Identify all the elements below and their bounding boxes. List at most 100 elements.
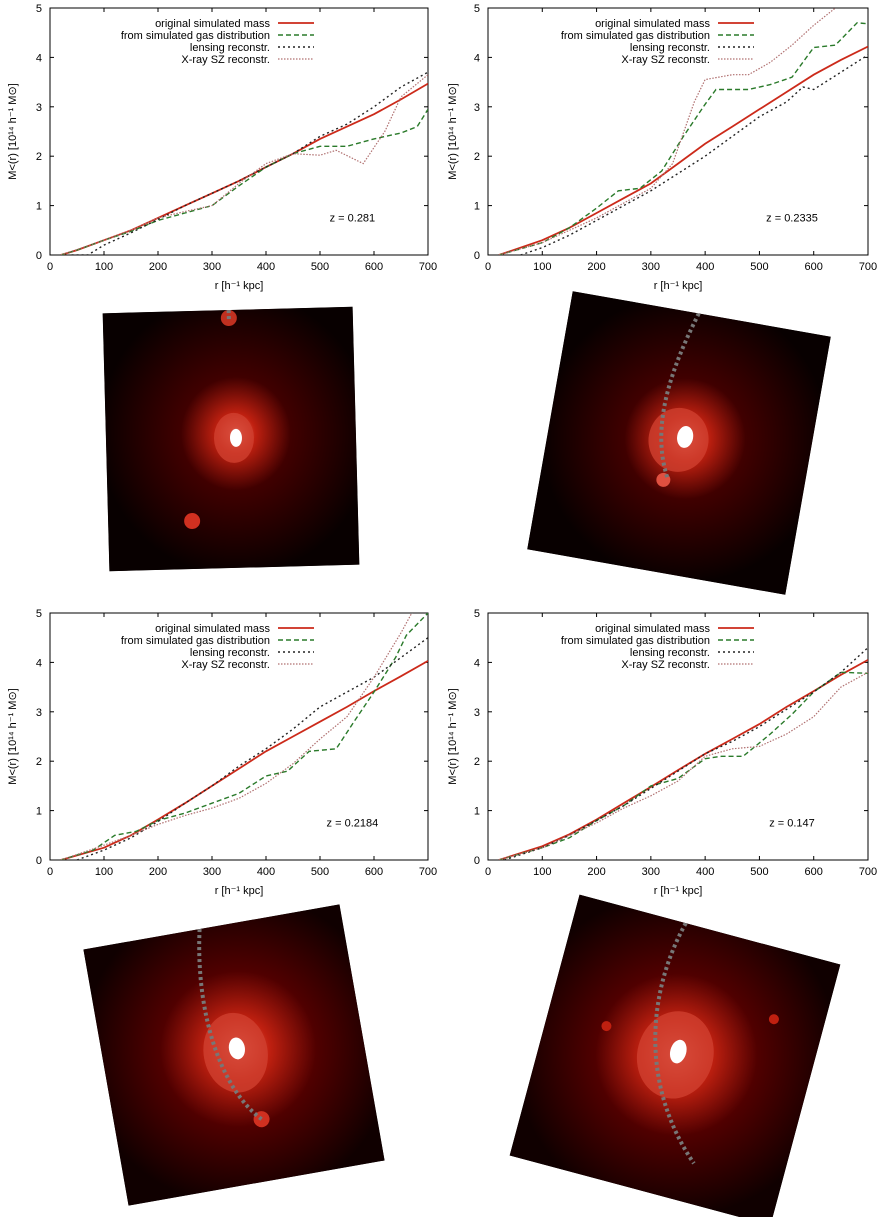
mass-profile-chart-z0281: 0 100 200 300 400 500 600 700 0 1 2 3 4 5 r [h⁻¹ kpc] M… (7, 3, 437, 292)
x-tick-label: 0 (47, 866, 53, 878)
y-tick-label: 0 (36, 250, 42, 262)
x-tick-label: 100 (533, 261, 551, 273)
cluster-map-image-4 (509, 894, 841, 1217)
x-tick-label: 200 (587, 866, 605, 878)
series-line-2 (498, 671, 868, 860)
series-group (498, 8, 868, 255)
series-line-2 (498, 22, 868, 255)
y-tick-label: 1 (36, 201, 42, 213)
series-line-2 (60, 613, 428, 860)
redshift-annotation: z = 0.147 (769, 817, 815, 829)
series-line-3 (76, 637, 428, 860)
x-tick-label: 0 (485, 261, 491, 273)
legend-label: from simulated gas distribution (121, 30, 270, 42)
y-tick-label: 5 (474, 608, 480, 620)
y-tick-label: 0 (474, 250, 480, 262)
y-tick-label: 0 (474, 855, 480, 867)
redshift-annotation: z = 0.281 (330, 212, 376, 224)
y-tick-label: 1 (36, 806, 42, 818)
y-tick-label: 2 (474, 151, 480, 163)
x-tick-label: 300 (203, 261, 221, 273)
y-tick-label: 2 (36, 151, 42, 163)
y-tick-label: 4 (474, 52, 480, 64)
y-tick-label: 3 (474, 102, 480, 114)
x-tick-label: 100 (533, 866, 551, 878)
y-tick-label: 3 (36, 707, 42, 719)
x-tick-label: 300 (203, 866, 221, 878)
cluster-map-image-2 (527, 291, 831, 595)
series-line-1 (498, 659, 868, 860)
x-tick-label: 500 (750, 261, 768, 273)
legend-label: original simulated mass (595, 18, 710, 30)
legend-label: X-ray SZ reconstr. (621, 54, 710, 66)
legend-label: original simulated mass (595, 623, 710, 635)
series-line-2 (60, 108, 428, 255)
x-tick-label: 700 (859, 261, 877, 273)
y-tick-label: 1 (474, 201, 480, 213)
y-axis-label: M<(r) [10¹⁴ h⁻¹ M⊙] (7, 83, 19, 179)
y-axis-label: M<(r) [10¹⁴ h⁻¹ M⊙] (447, 83, 459, 179)
y-tick-label: 4 (474, 657, 480, 669)
x-axis-label: r [h⁻¹ kpc] (215, 280, 264, 292)
x-tick-label: 600 (365, 866, 383, 878)
plot-frame (49, 7, 429, 256)
series-line-3 (71, 71, 428, 255)
y-axis-label: M<(r) [10¹⁴ h⁻¹ M⊙] (447, 688, 459, 784)
x-tick-label: 100 (95, 261, 113, 273)
x-tick-label: 700 (419, 866, 437, 878)
legend-label: lensing reconstr. (630, 647, 710, 659)
legend-label: lensing reconstr. (190, 647, 270, 659)
legend-label: X-ray SZ reconstr. (621, 659, 710, 671)
x-tick-label: 500 (750, 866, 768, 878)
x-tick-label: 700 (419, 261, 437, 273)
series-group (60, 71, 428, 255)
series-line-4 (498, 8, 837, 255)
x-tick-label: 0 (47, 261, 53, 273)
x-tick-label: 200 (149, 261, 167, 273)
series-group (60, 613, 428, 860)
x-axis-label: r [h⁻¹ kpc] (654, 280, 703, 292)
cluster-map-image-3 (83, 904, 385, 1206)
plot-frame (49, 612, 429, 861)
y-tick-label: 5 (36, 608, 42, 620)
mass-profile-chart-z02335: 0 100 200 300 400 500 600 700 0 1 2 3 4 5 r [h⁻¹ kpc] M… (447, 3, 877, 292)
plot-frame (487, 612, 869, 861)
legend-label: lensing reconstr. (630, 42, 710, 54)
series-line-1 (60, 82, 428, 255)
x-tick-label: 600 (805, 866, 823, 878)
legend-label: X-ray SZ reconstr. (181, 54, 270, 66)
mass-profile-chart-z02184: 0 100 200 300 400 500 600 700 0 1 2 3 4 5 r [h⁻¹ kpc] M… (7, 608, 437, 897)
legend-label: original simulated mass (155, 623, 270, 635)
x-tick-label: 500 (311, 261, 329, 273)
y-tick-label: 2 (474, 756, 480, 768)
legend-label: lensing reconstr. (190, 42, 270, 54)
y-tick-label: 3 (36, 102, 42, 114)
legend-label: original simulated mass (155, 18, 270, 30)
series-group (498, 647, 868, 860)
y-axis-label: M<(r) [10¹⁴ h⁻¹ M⊙] (7, 688, 19, 784)
x-axis-label: r [h⁻¹ kpc] (654, 885, 703, 897)
series-line-4 (60, 74, 428, 255)
x-tick-label: 0 (485, 866, 491, 878)
x-tick-label: 100 (95, 866, 113, 878)
series-line-4 (498, 671, 868, 860)
redshift-annotation: z = 0.2184 (327, 817, 379, 829)
legend-label: X-ray SZ reconstr. (181, 659, 270, 671)
mass-profile-chart-z0147: 0 100 200 300 400 500 600 700 0 1 2 3 4 5 r [h⁻¹ kpc] M… (447, 608, 877, 897)
x-tick-label: 300 (642, 261, 660, 273)
y-tick-label: 3 (474, 707, 480, 719)
x-tick-label: 200 (587, 261, 605, 273)
y-tick-label: 5 (474, 3, 480, 15)
x-axis-label: r [h⁻¹ kpc] (215, 885, 264, 897)
x-tick-label: 700 (859, 866, 877, 878)
legend-label: from simulated gas distribution (121, 635, 270, 647)
plot-frame (487, 7, 869, 256)
cluster-map-image-1 (102, 306, 360, 572)
x-tick-label: 600 (365, 261, 383, 273)
y-tick-label: 4 (36, 657, 42, 669)
y-tick-label: 1 (474, 806, 480, 818)
x-tick-label: 400 (696, 866, 714, 878)
x-tick-label: 400 (257, 261, 275, 273)
x-tick-label: 400 (257, 866, 275, 878)
